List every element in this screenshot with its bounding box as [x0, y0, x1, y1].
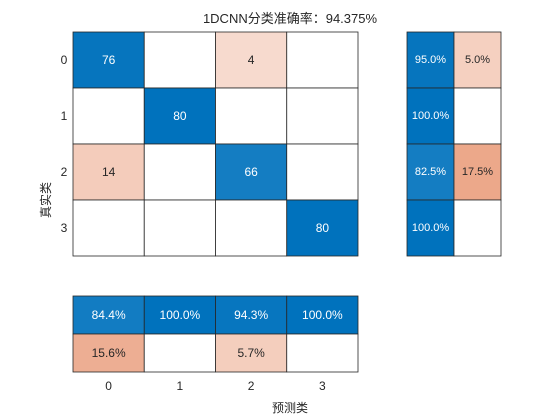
- x-tick-label-0: 0: [105, 379, 112, 393]
- column-summary-cell-1-0: [72, 333, 145, 373]
- matrix-cell-3-0: [72, 199, 145, 257]
- row-summary-value-0-1: 5.0%: [465, 54, 490, 66]
- matrix-cell-2-0: [72, 143, 145, 201]
- matrix-value-0-2: 4: [248, 53, 255, 67]
- x-tick-labels: 0 1 2 3: [105, 379, 326, 393]
- y-tick-label-0: 0: [61, 53, 68, 67]
- chart-title: 1DCNN分类准确率：94.375%: [203, 11, 378, 26]
- column-summary-value-1-0: 15.6%: [92, 346, 126, 360]
- row-summary-cell-2-0: [406, 143, 455, 201]
- column-summary-value-0-1: 100.0%: [160, 308, 201, 322]
- matrix-value-2-2: 66: [244, 165, 258, 179]
- y-tick-labels: 0 1 2 3: [61, 53, 68, 235]
- matrix-value-2-0: 14: [102, 165, 116, 179]
- y-axis-label: 真实类: [38, 182, 53, 218]
- matrix-cell-3-2: [215, 199, 288, 257]
- matrix-value-1-1: 80: [173, 109, 187, 123]
- row-summary-value-3-0: 100.0%: [412, 222, 450, 234]
- y-tick-label-2: 2: [61, 165, 68, 179]
- matrix-cell-0-2: [215, 31, 288, 89]
- matrix-cell-0-0: [72, 31, 145, 89]
- matrix-cell-1-1: [143, 87, 216, 145]
- column-summary-value-0-3: 100.0%: [302, 308, 343, 322]
- column-summary-cell-1-3: [286, 333, 359, 373]
- row-summary-cell-1-1: [453, 87, 502, 145]
- column-summary-value-0-2: 94.3%: [234, 308, 268, 322]
- row-summary-matrix: 95.0% 5.0% 100.0% 82.5% 17.5% 100.0%: [406, 31, 502, 257]
- matrix-value-3-3: 80: [316, 221, 330, 235]
- row-summary-value-2-0: 82.5%: [415, 166, 446, 178]
- matrix-cell-3-1: [143, 199, 216, 257]
- matrix-cell-1-2: [215, 87, 288, 145]
- matrix-cell-2-2: [215, 143, 288, 201]
- column-summary-cell-1-1: [143, 333, 216, 373]
- matrix-cell-2-3: [286, 143, 359, 201]
- row-summary-cell-3-1: [453, 199, 502, 257]
- row-summary-cell-3-0: [406, 199, 455, 257]
- column-summary-value-0-0: 84.4%: [92, 308, 126, 322]
- matrix-cell-1-0: [72, 87, 145, 145]
- x-tick-label-3: 3: [319, 379, 326, 393]
- x-tick-label-1: 1: [177, 379, 184, 393]
- matrix-value-0-0: 76: [102, 53, 116, 67]
- column-summary-value-1-2: 5.7%: [237, 346, 265, 360]
- matrix-cell-0-3: [286, 31, 359, 89]
- row-summary-cell-2-1: [453, 143, 502, 201]
- row-summary-value-2-1: 17.5%: [462, 166, 493, 178]
- column-summary-matrix: 84.4% 100.0% 94.3% 100.0% 15.6% 5.7%: [72, 295, 359, 373]
- row-summary-value-1-0: 100.0%: [412, 110, 450, 122]
- confusion-matrix: 76 4 80 14 66 80: [72, 31, 359, 257]
- column-summary-cell-1-2: [215, 333, 288, 373]
- matrix-cell-1-3: [286, 87, 359, 145]
- row-summary-value-0-0: 95.0%: [415, 54, 446, 66]
- x-axis-label: 预测类: [272, 401, 308, 415]
- x-tick-label-2: 2: [248, 379, 255, 393]
- y-tick-label-3: 3: [61, 221, 68, 235]
- y-tick-label-1: 1: [61, 109, 68, 123]
- column-summary-cell-0-3: [286, 295, 359, 335]
- matrix-cell-3-3: [286, 199, 359, 257]
- matrix-cell-2-1: [143, 143, 216, 201]
- matrix-cell-0-1: [143, 31, 216, 89]
- row-summary-cell-0-1: [453, 31, 502, 89]
- column-summary-cell-0-1: [143, 295, 216, 335]
